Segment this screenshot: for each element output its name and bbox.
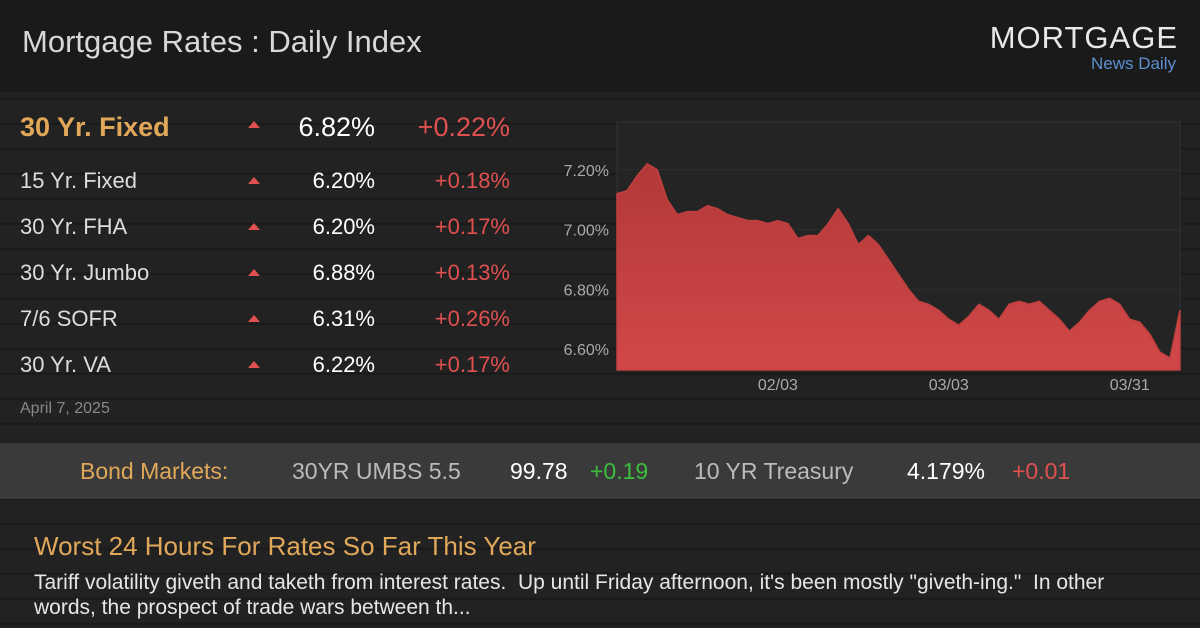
rate-change: +0.22% bbox=[417, 112, 510, 142]
up-arrow bbox=[248, 315, 260, 322]
rate-name: 30 Yr. FHA bbox=[20, 214, 128, 239]
rate-value: 6.88% bbox=[312, 260, 375, 285]
up-arrow bbox=[248, 361, 260, 368]
bond-change: +0.19 bbox=[590, 458, 649, 484]
bond-value: 4.179% bbox=[907, 458, 986, 484]
bond-value: 99.78 bbox=[510, 458, 568, 484]
bond-name: 30YR UMBS 5.5 bbox=[292, 458, 461, 484]
rate-value: 6.22% bbox=[312, 352, 375, 377]
up-arrow bbox=[248, 223, 260, 230]
up-arrow bbox=[248, 177, 260, 184]
rate-name: 30 Yr. Fixed bbox=[20, 112, 170, 142]
rate-name: 15 Yr. Fixed bbox=[20, 168, 137, 193]
x-tick-label: 03/31 bbox=[1110, 377, 1150, 394]
page-title: Mortgage Rates : Daily Index bbox=[22, 24, 422, 59]
rate-row[interactable]: 7/6 SOFR 6.31% +0.26% bbox=[0, 306, 520, 346]
rate-value: 6.82% bbox=[298, 112, 375, 142]
x-tick-label: 03/03 bbox=[929, 377, 969, 394]
article-text: Tariff volatility giveth and taketh from… bbox=[34, 571, 1111, 619]
y-tick-label: 7.20% bbox=[564, 163, 609, 180]
x-tick-label: 02/03 bbox=[758, 377, 798, 394]
rate-name: 30 Yr. Jumbo bbox=[20, 260, 150, 285]
rate-name: 7/6 SOFR bbox=[20, 306, 118, 331]
rate-row[interactable]: 30 Yr. FHA 6.20% +0.17% bbox=[0, 214, 520, 254]
y-tick-label: 6.80% bbox=[564, 282, 609, 299]
bond-change: +0.01 bbox=[1012, 458, 1071, 484]
bond-name: 10 YR Treasury bbox=[694, 458, 854, 484]
up-arrow bbox=[248, 269, 260, 276]
up-arrow bbox=[248, 121, 260, 128]
rate-change: +0.26% bbox=[434, 306, 510, 331]
logo-sub[interactable]: News Daily bbox=[1090, 54, 1176, 73]
rate-row[interactable]: 30 Yr. VA 6.22% +0.17% bbox=[0, 352, 520, 392]
article-title[interactable]: Worst 24 Hours For Rates So Far This Yea… bbox=[34, 531, 536, 561]
rate-value: 6.20% bbox=[312, 168, 375, 193]
rate-row[interactable]: 30 Yr. Fixed 6.82% +0.22% bbox=[0, 112, 520, 152]
rate-name: 30 Yr. VA bbox=[20, 352, 111, 377]
rate-row[interactable]: 15 Yr. Fixed 6.20% +0.18% bbox=[0, 168, 520, 208]
area bbox=[616, 162, 1181, 371]
chart: 7.20% 7.00% 6.80% 6.60% 02/03 03/03 03/31 bbox=[564, 121, 1181, 394]
rate-change: +0.17% bbox=[434, 214, 510, 239]
rate-row[interactable]: 30 Yr. Jumbo 6.88% +0.13% bbox=[0, 260, 520, 300]
bond-label: Bond Markets: bbox=[80, 458, 229, 484]
rate-change: +0.17% bbox=[434, 352, 510, 377]
y-tick-label: 6.60% bbox=[564, 342, 609, 359]
rate-change: +0.13% bbox=[434, 260, 510, 285]
header bbox=[0, 0, 1200, 92]
rates-date: April 7, 2025 bbox=[20, 400, 110, 417]
bond-bar: Bond Markets: 30YR UMBS 5.5 99.78 +0.19 … bbox=[0, 443, 1200, 499]
rate-change: +0.18% bbox=[434, 168, 510, 193]
logo[interactable]: MORTGAGE bbox=[989, 20, 1178, 55]
rate-value: 6.31% bbox=[312, 306, 375, 331]
y-tick-label: 7.00% bbox=[564, 223, 609, 240]
rate-value: 6.20% bbox=[312, 214, 375, 239]
